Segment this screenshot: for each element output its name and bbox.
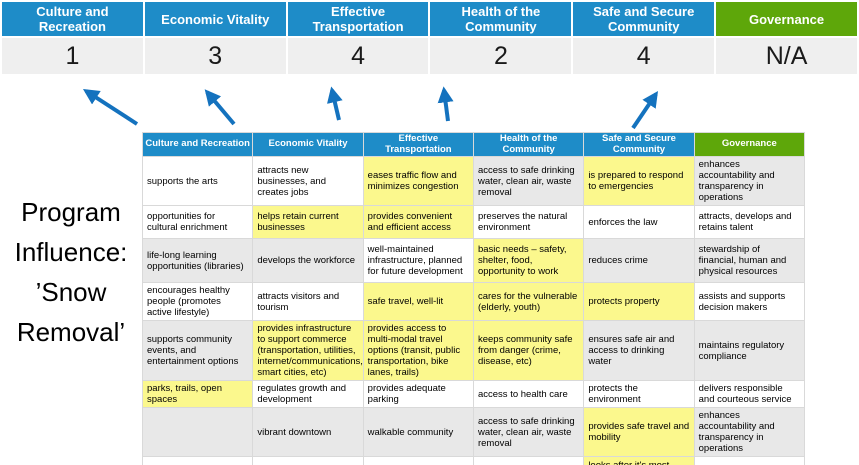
matrix-cell: opportunities for cultural enrichment <box>141 205 254 239</box>
matrix-cell: parks, trails, open spaces <box>141 380 254 408</box>
matrix-row: vibrant downtown walkable community access… <box>141 407 806 457</box>
matrix-cell: walkable community <box>362 407 474 457</box>
priority-header: Health of the Community <box>430 2 572 36</box>
priority-score: N/A <box>716 38 857 74</box>
priority-banner: Culture and Recreation Economic Vitality E… <box>2 2 857 74</box>
matrix-cell <box>362 456 474 465</box>
matrix-cell: access to safe drinking water, clean air… <box>472 156 585 206</box>
matrix-cell: enforces the law <box>583 205 695 239</box>
matrix-cell: safe travel, well-lit <box>362 282 474 321</box>
matrix-cell: cares for the vulnerable (elderly, youth… <box>472 282 585 321</box>
matrix-cell: supports the arts <box>141 156 254 206</box>
arrow-icon <box>631 91 659 130</box>
matrix-row: encourages healthy people (promotes acti… <box>141 282 806 321</box>
matrix-cell: attracts new businesses, and creates job… <box>252 156 364 206</box>
priority-score: 2 <box>430 38 572 74</box>
matrix-column-header: Effective Transportation <box>362 132 474 157</box>
matrix-cell: supports community events, and entertain… <box>141 320 254 381</box>
banner-headers: Culture and Recreation Economic Vitality E… <box>2 2 857 36</box>
matrix-cell: basic needs – safety, shelter, food, opp… <box>472 238 585 283</box>
matrix-cell: keeps community safe from danger (crime,… <box>472 320 585 381</box>
matrix-cell: provides convenient and efficient access <box>362 205 474 239</box>
matrix-cell <box>252 456 364 465</box>
matrix-row: life-long learning opportunities (librar… <box>141 238 806 283</box>
matrix-cell: preserves the natural environment <box>472 205 585 239</box>
matrix-cell: access to health care <box>472 380 585 408</box>
priority-score: 3 <box>144 38 286 74</box>
matrix-cell: attracts, develops and retains talent <box>693 205 806 239</box>
matrix-cell <box>693 456 806 465</box>
influence-matrix: Culture and Recreation Economic Vitality E… <box>141 132 806 465</box>
matrix-cell: access to safe drinking water, clean air… <box>472 407 585 457</box>
matrix-cell: encourages healthy people (promotes acti… <box>141 282 254 321</box>
priority-header: Effective Transportation <box>287 2 429 36</box>
matrix-cell: looks after it's most vulnerable <box>583 456 695 465</box>
matrix-row: looks after it's most vulnerable <box>141 456 806 465</box>
matrix-body: supports the arts attracts new businesses… <box>141 156 806 465</box>
program-title: Program Influence: ’Snow Removal’ <box>14 197 128 347</box>
priority-header: Governance <box>716 2 857 36</box>
matrix-cell: eases traffic flow and minimizes congest… <box>362 156 474 206</box>
priority-score: 1 <box>2 38 143 74</box>
banner-scores: 1 3 4 2 4 N/A <box>2 38 857 74</box>
priority-score: 4 <box>573 38 715 74</box>
matrix-row: supports the arts attracts new businesses… <box>141 156 806 206</box>
matrix-cell: provides infrastructure to support comme… <box>252 320 364 381</box>
matrix-cell: protects property <box>583 282 695 321</box>
arrow-icon <box>82 89 139 126</box>
matrix-cell: is prepared to respond to emergencies <box>583 156 695 206</box>
matrix-cell: helps retain current businesses <box>252 205 364 239</box>
matrix-cell: ensures safe air and access to drinking … <box>583 320 695 381</box>
matrix-cell: regulates growth and development <box>252 380 364 408</box>
priority-header: Safe and Secure Community <box>573 2 715 36</box>
matrix-column-header: Safe and Secure Community <box>583 132 695 157</box>
matrix-cell <box>472 456 585 465</box>
matrix-row: parks, trails, open spaces regulates grow… <box>141 380 806 408</box>
matrix-cell: provides access to multi-modal travel op… <box>362 320 474 381</box>
matrix-column-header: Governance <box>693 132 806 157</box>
matrix-cell <box>141 407 254 457</box>
priority-header: Economic Vitality <box>144 2 286 36</box>
matrix-cell: stewardship of financial, human and phys… <box>693 238 806 283</box>
matrix-cell: life-long learning opportunities (librar… <box>141 238 254 283</box>
matrix-cell: reduces crime <box>583 238 695 283</box>
matrix-header-row: Culture and Recreation Economic Vitality E… <box>141 132 806 157</box>
arrow-icon <box>327 86 343 121</box>
matrix-column-header: Culture and Recreation <box>141 132 254 157</box>
matrix-cell: well-maintained infrastructure, planned … <box>362 238 474 283</box>
matrix-cell: provides safe travel and mobility <box>583 407 695 457</box>
matrix-row: supports community events, and entertain… <box>141 320 806 381</box>
matrix-cell: develops the workforce <box>252 238 364 283</box>
matrix-cell: protects the environment <box>583 380 695 408</box>
matrix-cell <box>141 456 254 465</box>
matrix-cell: vibrant downtown <box>252 407 364 457</box>
matrix-column-header: Health of the Community <box>472 132 585 157</box>
matrix-cell: delivers responsible and courteous servi… <box>693 380 806 408</box>
matrix-cell: provides adequate parking <box>362 380 474 408</box>
arrow-icon <box>204 89 236 126</box>
matrix-cell: enhances accountability and transparency… <box>693 407 806 457</box>
priority-header: Culture and Recreation <box>2 2 143 36</box>
matrix-column-header: Economic Vitality <box>252 132 364 157</box>
priority-score: 4 <box>287 38 429 74</box>
matrix-cell: maintains regulatory compliance <box>693 320 806 381</box>
matrix-cell: enhances accountability and transparency… <box>693 156 806 206</box>
matrix-row: opportunities for cultural enrichment hel… <box>141 205 806 239</box>
matrix-cell: attracts visitors and tourism <box>252 282 364 321</box>
arrow-icon <box>437 86 454 122</box>
matrix-cell: assists and supports decision makers <box>693 282 806 321</box>
